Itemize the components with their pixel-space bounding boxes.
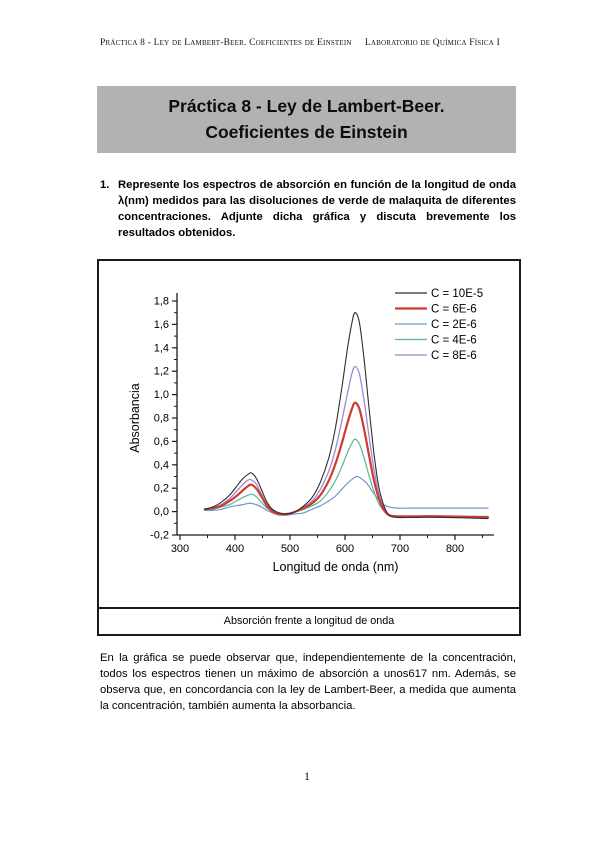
svg-text:C = 6E-6: C = 6E-6 — [431, 304, 477, 316]
title-block: Práctica 8 - Ley de Lambert-Beer. Coefic… — [97, 86, 516, 153]
question-number: 1. — [100, 179, 110, 191]
svg-text:Longitud de onda (nm): Longitud de onda (nm) — [273, 560, 399, 574]
svg-text:0,6: 0,6 — [154, 436, 169, 448]
svg-text:-0,2: -0,2 — [150, 530, 169, 542]
svg-text:1,0: 1,0 — [154, 389, 169, 401]
svg-text:C = 8E-6: C = 8E-6 — [431, 350, 477, 362]
svg-text:C = 2E-6: C = 2E-6 — [431, 319, 477, 331]
svg-text:0,8: 0,8 — [154, 413, 169, 425]
absorption-spectra-chart: 300 400 500 600 700 800 -0,2 0,0 0,2 0,4 0,6 0,8 1,0… — [99, 261, 515, 607]
svg-text:700: 700 — [391, 543, 409, 555]
question-text: Represente los espectros de absorción en… — [118, 179, 516, 239]
page-header: Práctica 8 - Ley de Lambert-Beer. Coefic… — [100, 38, 500, 48]
discussion-paragraph: En la gráfica se puede observar que, ind… — [100, 652, 516, 712]
title-line-2: Coeficientes de Einstein — [205, 122, 408, 142]
header-right-text: Laboratorio de Química Física I — [364, 38, 500, 48]
svg-text:0,4: 0,4 — [154, 459, 169, 471]
figure-caption: Absorción frente a longitud de onda — [99, 607, 519, 634]
svg-text:Absorbancia: Absorbancia — [128, 383, 142, 453]
svg-text:800: 800 — [446, 543, 464, 555]
svg-text:C = 4E-6: C = 4E-6 — [431, 335, 477, 347]
page-number: 1 — [304, 771, 310, 783]
question-item: 1. Represente los espectros de absorción… — [100, 177, 516, 241]
svg-text:0,2: 0,2 — [154, 483, 169, 495]
svg-text:400: 400 — [226, 543, 244, 555]
svg-text:1,4: 1,4 — [154, 342, 169, 354]
svg-text:300: 300 — [171, 543, 189, 555]
svg-text:C = 10E-5: C = 10E-5 — [431, 288, 483, 300]
figure-box: 300 400 500 600 700 800 -0,2 0,0 0,2 0,4 0,6 0,8 1,0… — [97, 259, 521, 636]
header-left-text: Práctica 8 - Ley de Lambert-Beer. Coefic… — [100, 38, 352, 48]
svg-text:0,0: 0,0 — [154, 506, 169, 518]
svg-text:600: 600 — [336, 543, 354, 555]
title-line-1: Práctica 8 - Ley de Lambert-Beer. — [168, 96, 445, 116]
svg-text:1,2: 1,2 — [154, 366, 169, 378]
svg-text:1,8: 1,8 — [154, 296, 169, 308]
svg-text:1,6: 1,6 — [154, 319, 169, 331]
svg-text:500: 500 — [281, 543, 299, 555]
